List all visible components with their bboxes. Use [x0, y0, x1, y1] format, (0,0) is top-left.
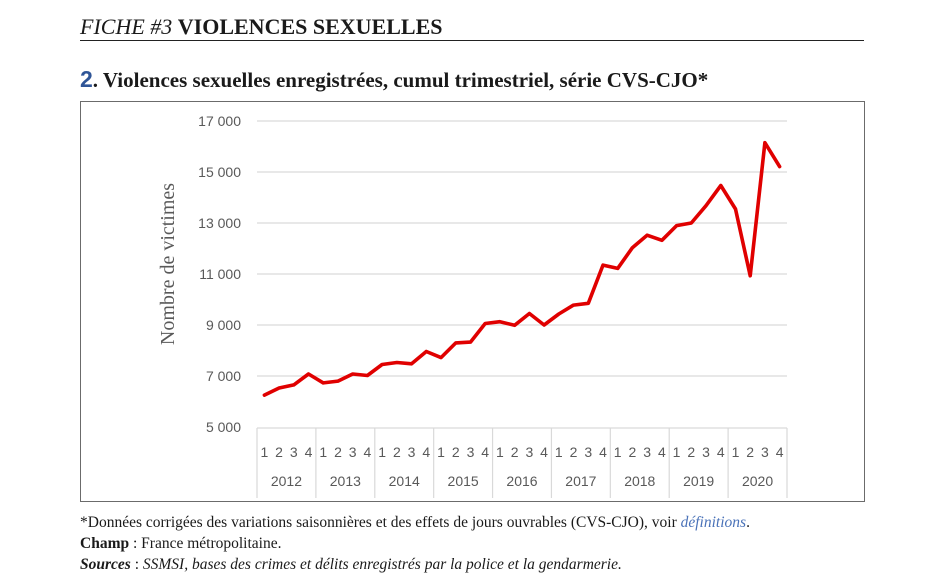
quarter-tick-label: 2: [511, 444, 519, 460]
quarter-tick-label: 2: [570, 444, 578, 460]
quarter-tick-label: 3: [761, 444, 769, 460]
sources-sep: :: [130, 556, 143, 573]
gridlines: [257, 120, 787, 377]
quarter-tick-label: 4: [717, 444, 725, 460]
quarter-tick-label: 4: [305, 444, 313, 460]
y-tick-label: 13 000: [198, 215, 241, 231]
quarter-tick-label: 4: [364, 444, 372, 460]
champ-line: Champ : France métropolitaine.: [80, 533, 750, 554]
quarter-tick-label: 3: [643, 444, 651, 460]
quarter-tick-label: 2: [275, 444, 283, 460]
y-tick-label: 15 000: [198, 164, 241, 180]
quarter-tick-label: 2: [452, 444, 460, 460]
quarter-tick-label: 1: [437, 444, 445, 460]
page-header: FICHE #3 VIOLENCES SEXUELLES: [80, 14, 864, 41]
quarter-tick-label: 4: [599, 444, 607, 460]
quarter-tick-label: 4: [658, 444, 666, 460]
quarter-tick-label: 3: [408, 444, 416, 460]
footnote-end: .: [746, 514, 750, 531]
figure-number: 2: [80, 66, 93, 92]
quarter-tick-label: 3: [702, 444, 710, 460]
year-tick-label: 2014: [389, 473, 420, 489]
year-tick-label: 2019: [683, 473, 714, 489]
footnote: *Données corrigées des variations saison…: [80, 512, 750, 533]
quarter-tick-label: 3: [584, 444, 592, 460]
header-prefix: FICHE #3: [80, 14, 173, 39]
quarter-tick-label: 1: [319, 444, 327, 460]
year-tick-label: 2015: [448, 473, 479, 489]
quarter-tick-label: 3: [525, 444, 533, 460]
sources-label: Sources: [80, 556, 131, 573]
header-text: FICHE #3 VIOLENCES SEXUELLES: [80, 14, 442, 39]
figure-footer: *Données corrigées des variations saison…: [80, 512, 750, 575]
quarter-tick-label: 2: [687, 444, 695, 460]
champ-value: France métropolitaine.: [141, 535, 282, 552]
year-tick-label: 2017: [565, 473, 596, 489]
year-tick-label: 2016: [506, 473, 537, 489]
quarter-tick-label: 1: [555, 444, 563, 460]
quarter-tick-label: 1: [673, 444, 681, 460]
figure-title-text: . Violences sexuelles enregistrées, cumu…: [92, 68, 709, 92]
quarter-tick-label: 4: [540, 444, 548, 460]
quarter-tick-label: 1: [496, 444, 504, 460]
definitions-link[interactable]: définitions: [680, 514, 747, 531]
quarter-tick-label: 2: [746, 444, 754, 460]
quarter-tick-label: 3: [290, 444, 298, 460]
quarter-tick-label: 3: [349, 444, 357, 460]
quarter-tick-label: 4: [481, 444, 489, 460]
figure-title: 2. Violences sexuelles enregistrées, cum…: [80, 66, 708, 93]
y-tick-label: 11 000: [199, 266, 241, 282]
year-tick-label: 2018: [624, 473, 655, 489]
chart-frame: [80, 101, 865, 502]
quarter-tick-label: 1: [260, 444, 268, 460]
y-tick-labels: 5 000 7 000 9 000 11 000 13 000 15 000 17 000: [198, 113, 241, 435]
quarter-tick-label: 3: [467, 444, 475, 460]
y-tick-label: 7 000: [206, 368, 241, 384]
quarter-tick-label: 2: [393, 444, 401, 460]
quarter-tick-label: 2: [629, 444, 637, 460]
year-tick-label: 2012: [271, 473, 302, 489]
footnote-text: *Données corrigées des variations saison…: [80, 514, 681, 531]
sources-line: Sources : SSMSI, bases des crimes et dél…: [80, 554, 750, 575]
y-tick-label: 9 000: [206, 317, 241, 333]
quarter-tick-label: 4: [422, 444, 430, 460]
year-tick-label: 2020: [742, 473, 773, 489]
y-tick-label: 5 000: [206, 419, 241, 435]
quarter-tick-label: 1: [732, 444, 740, 460]
y-axis-label: Nombre de victimes: [157, 183, 179, 345]
sources-value: SSMSI, bases des crimes et délits enregi…: [142, 556, 622, 573]
champ-label: Champ: [80, 535, 130, 552]
quarter-tick-label: 2: [334, 444, 342, 460]
y-tick-label: 17 000: [198, 113, 241, 129]
quarter-tick-label: 1: [378, 444, 386, 460]
header-title: VIOLENCES SEXUELLES: [177, 14, 443, 39]
quarter-tick-label: 1: [614, 444, 622, 460]
year-tick-label: 2013: [330, 473, 361, 489]
series-group: [262, 140, 782, 397]
series-line: [262, 140, 782, 397]
quarter-tick-label: 4: [776, 444, 784, 460]
champ-sep: :: [129, 535, 142, 552]
